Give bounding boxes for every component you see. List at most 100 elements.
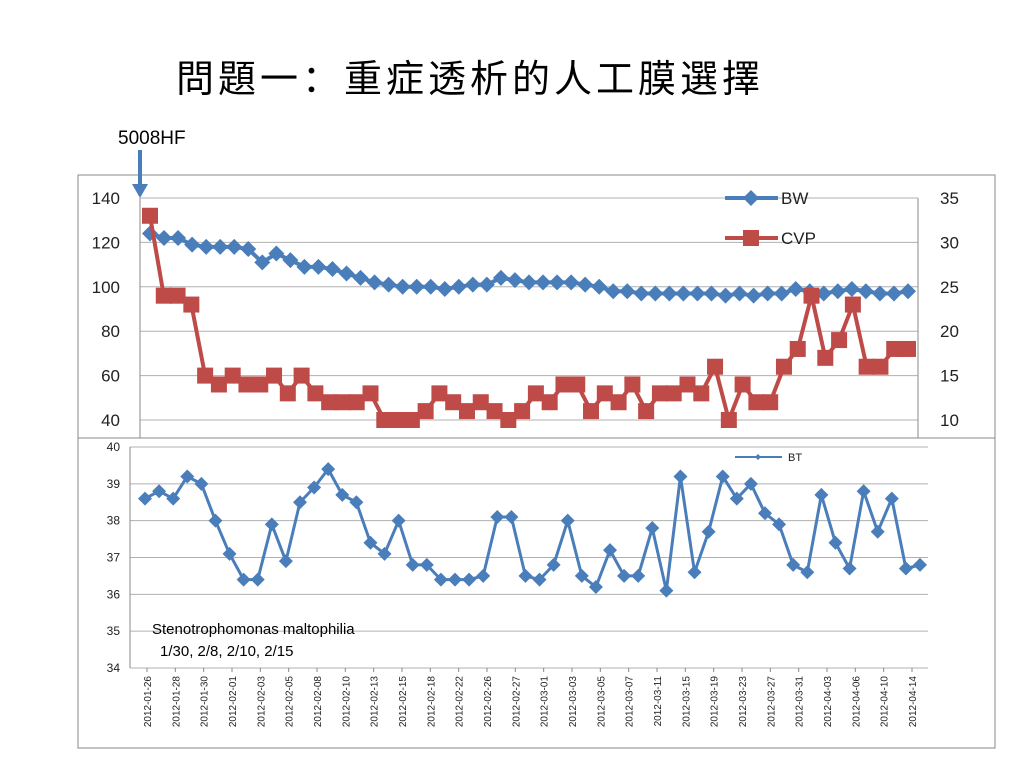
- data-point-cvp: [376, 412, 393, 428]
- data-point-bt: [236, 572, 251, 587]
- data-point-bt: [814, 487, 829, 502]
- x-tick-label: 2012-01-26: [143, 676, 154, 728]
- x-tick-label: 2012-02-01: [228, 676, 239, 728]
- data-point-bt: [560, 513, 575, 528]
- data-point-cvp: [183, 296, 200, 313]
- top-chart-axes: 40 60 80 100 120 140 10 15 20 25 30 35: [92, 189, 959, 438]
- x-tick-label: 2012-03-19: [710, 676, 721, 728]
- x-tick-label: 2012-03-07: [625, 676, 636, 728]
- data-point-cvp: [293, 367, 310, 384]
- data-point-cvp: [789, 340, 806, 357]
- data-point-bt: [786, 557, 801, 572]
- data-point-cvp: [775, 358, 792, 375]
- data-point-bw: [717, 287, 734, 304]
- data-point-bt: [870, 524, 885, 539]
- data-point-cvp: [596, 385, 613, 402]
- data-point-bt: [405, 557, 420, 572]
- data-point-cvp: [307, 385, 324, 402]
- legend-marker-bt: [755, 454, 761, 460]
- data-point-cvp: [252, 376, 269, 393]
- x-tick-label: 2012-04-10: [880, 676, 891, 728]
- x-tick-label: 2012-03-31: [795, 676, 806, 728]
- data-point-cvp: [321, 394, 338, 411]
- data-point-bw: [212, 238, 229, 255]
- data-point-bt: [729, 491, 744, 506]
- x-tick-label: 2012-02-22: [455, 676, 466, 728]
- data-point-bw: [464, 276, 481, 293]
- x-tick-label: 2012-02-27: [511, 676, 522, 728]
- data-point-bw: [759, 285, 776, 302]
- data-point-cvp: [197, 367, 214, 384]
- bottom-chart-legend: BT: [735, 452, 802, 464]
- x-tick-label: 2012-02-15: [398, 676, 409, 728]
- data-point-bw: [591, 278, 608, 295]
- data-point-bw: [338, 265, 355, 282]
- data-point-cvp: [762, 394, 779, 411]
- data-point-bw: [198, 238, 215, 255]
- data-point-cvp: [362, 385, 379, 402]
- left-y-tick-label: 60: [101, 367, 120, 386]
- data-point-cvp: [224, 367, 241, 384]
- data-point-bt: [631, 568, 646, 583]
- data-point-bw: [240, 241, 257, 258]
- data-point-cvp: [748, 394, 765, 411]
- data-point-bt: [800, 565, 815, 580]
- data-point-bt: [250, 572, 265, 587]
- data-point-bt: [828, 535, 843, 550]
- data-point-bt: [758, 506, 772, 521]
- x-tick-label: 2012-02-26: [483, 676, 494, 728]
- data-point-bw: [689, 285, 706, 302]
- data-point-bw: [254, 254, 271, 271]
- data-point-cvp: [720, 412, 737, 428]
- data-point-cvp: [541, 394, 558, 411]
- data-point-cvp: [486, 403, 503, 420]
- left-y-tick-label: 100: [92, 278, 120, 297]
- data-point-bw: [815, 285, 832, 302]
- data-point-bt: [138, 491, 152, 506]
- x-tick-label: 2012-03-23: [738, 676, 749, 728]
- data-point-cvp: [610, 394, 627, 411]
- data-point-cvp: [390, 412, 407, 428]
- data-point-bt: [659, 583, 674, 598]
- data-point-cvp: [238, 376, 255, 393]
- chart-frame: [77, 174, 996, 749]
- data-point-cvp: [403, 412, 420, 428]
- data-point-cvp: [334, 394, 351, 411]
- data-point-bt: [391, 513, 406, 528]
- data-point-bw: [563, 274, 580, 291]
- data-point-bw: [492, 269, 509, 286]
- data-point-cvp: [693, 385, 710, 402]
- data-point-bw: [633, 285, 650, 302]
- data-point-bw: [521, 274, 537, 291]
- legend-marker-bw: [743, 190, 759, 206]
- bottom-y-tick-label: 35: [107, 624, 121, 638]
- data-point-bw: [773, 285, 790, 302]
- bottom-y-tick-label: 38: [107, 514, 121, 528]
- data-point-cvp: [651, 385, 668, 402]
- data-point-bt: [743, 476, 758, 491]
- data-point-cvp: [514, 403, 531, 420]
- data-point-bw: [268, 245, 285, 262]
- x-tick-labels: 2012-01-26 2012-01-28 2012-01-30 2012-02-01…: [143, 668, 919, 727]
- data-point-bt: [856, 484, 871, 499]
- data-point-bt: [363, 535, 378, 550]
- data-point-bt: [913, 557, 927, 572]
- data-point-cvp: [458, 403, 475, 420]
- annotation-line-2: 1/30, 2/8, 2/10, 2/15: [160, 643, 293, 660]
- data-point-bt: [180, 469, 195, 484]
- data-point-bt: [490, 509, 505, 524]
- data-point-bw: [324, 261, 341, 278]
- data-point-bw: [787, 281, 804, 298]
- data-point-cvp: [155, 287, 172, 304]
- data-point-bt: [476, 568, 491, 583]
- data-point-bw: [549, 274, 566, 291]
- data-point-bw: [535, 274, 552, 291]
- x-tick-label: 2012-03-11: [653, 676, 664, 727]
- data-point-bw: [675, 285, 692, 302]
- data-point-cvp: [900, 340, 916, 357]
- data-point-cvp: [445, 394, 462, 411]
- data-point-bw: [450, 278, 467, 295]
- data-point-bt: [715, 469, 730, 484]
- data-point-bt: [687, 565, 702, 580]
